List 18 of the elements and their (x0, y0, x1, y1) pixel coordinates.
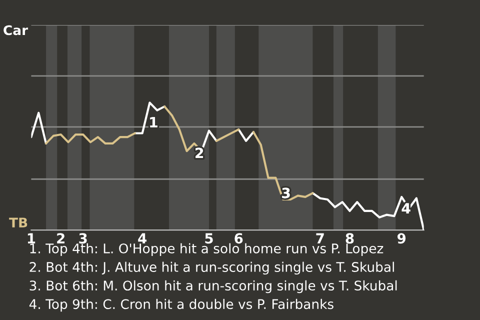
x-tick-label: 3 (79, 233, 87, 244)
text: 2. Bot 4th: J. Altuve hit a run-scoring single vs T. Skubal (30, 262, 394, 275)
annotation: 1 (150, 117, 158, 128)
x-tick-label: 4 (138, 233, 147, 244)
x-tick-label: 6 (234, 233, 243, 244)
text: 4. Top 9th: C. Cron hit a double vs P. Fairbanks (29, 298, 334, 312)
x-tick-label: 7 (316, 233, 324, 244)
text: TB (9, 218, 28, 228)
annotation: 2 (196, 148, 203, 158)
text: 1. Top 4th: L. O'Hoppe hit a solo home run vs P. Lopez (30, 243, 384, 256)
x-tick-label: 1 (28, 233, 36, 244)
x-tick-label: 2 (57, 233, 64, 244)
x-tick-label: 5 (205, 233, 213, 244)
text: Car (4, 25, 28, 36)
annotation: 3 (282, 188, 290, 198)
x-tick-label: 9 (398, 233, 406, 244)
text: 3. Bot 6th: M. Olson hit a run-scoring single vs T. Skubal (30, 280, 397, 294)
x-tick-label: 8 (346, 233, 354, 244)
